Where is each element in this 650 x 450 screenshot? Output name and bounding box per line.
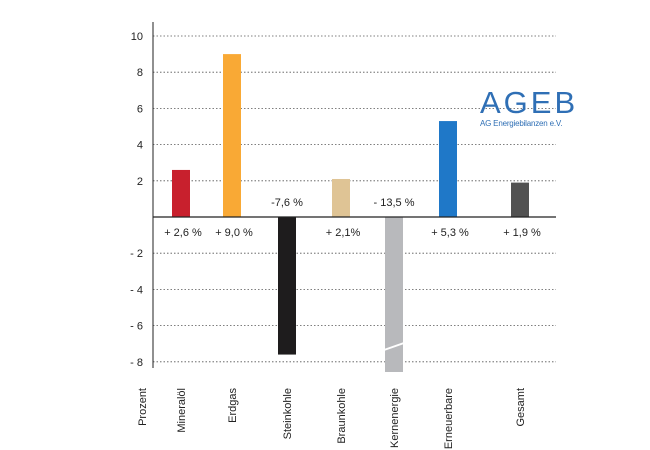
- category-label: Gesamt: [515, 388, 527, 427]
- y-tick-label: 2: [137, 176, 143, 188]
- ageb-logo: AGEB AG Energiebilanzen e.V.: [480, 85, 579, 128]
- y-tick-label: 4: [137, 140, 143, 152]
- y-tick-label: - 8: [130, 357, 143, 369]
- value-label: - 13,5 %: [374, 197, 415, 209]
- y-tick-label: 8: [137, 67, 143, 79]
- category-labels: Mineralöl Erdgas Steinkohle Braunkohle Kerne…: [176, 388, 527, 450]
- category-label: Braunkohle: [336, 388, 348, 444]
- value-label: + 5,3 %: [431, 227, 469, 239]
- y-tick-label: 10: [131, 31, 143, 43]
- y-tick-label: - 4: [130, 284, 143, 296]
- grid-lines: [153, 35, 556, 363]
- bar-kernenergie: [385, 217, 403, 372]
- bar-steinkohle: [278, 217, 296, 355]
- value-label: -7,6 %: [271, 197, 303, 209]
- category-label: Steinkohle: [282, 388, 294, 439]
- y-tick-label: 6: [137, 103, 143, 115]
- value-label: + 1,9 %: [503, 227, 541, 239]
- category-label: Erdgas: [227, 388, 239, 423]
- bar-braunkohle: [332, 178, 350, 217]
- bar-mineralöl: [172, 169, 190, 217]
- value-labels: + 2,6 % + 9,0 % -7,6 % + 2,1% - 13,5 % + 5,3 …: [164, 197, 541, 239]
- y-axis-ticks: 10 8 6 4 2 - 2 - 4 - 6 - 8: [130, 31, 143, 369]
- y-tick-label: - 2: [130, 248, 143, 260]
- bar-erneuerbare: [439, 121, 457, 217]
- axis-break-mark: [384, 342, 404, 351]
- value-label: + 2,6 %: [164, 227, 202, 239]
- y-axis-label: Prozent: [137, 388, 149, 426]
- category-label: Mineralöl: [176, 388, 188, 433]
- value-label: + 2,1%: [326, 227, 361, 239]
- logo-subtitle: AG Energiebilanzen e.V.: [480, 119, 563, 128]
- y-tick-label: - 6: [130, 321, 143, 333]
- category-label: Erneuerbare: [443, 388, 455, 449]
- logo-name: AGEB: [480, 85, 579, 120]
- bars: [172, 54, 529, 372]
- category-label: Kernenergie: [389, 388, 401, 448]
- bar-gesamt: [511, 182, 529, 217]
- bar-erdgas: [223, 54, 241, 217]
- value-label: + 9,0 %: [215, 227, 253, 239]
